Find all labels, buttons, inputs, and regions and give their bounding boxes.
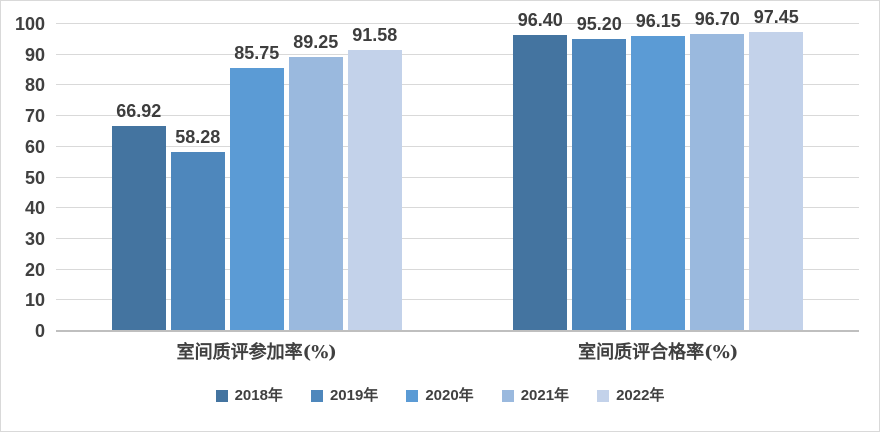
- bar: [749, 31, 804, 331]
- y-axis-tick: 10: [24, 290, 45, 311]
- gridline: [56, 145, 859, 147]
- y-axis-tick: 60: [24, 136, 45, 157]
- gridline: [56, 207, 859, 209]
- bar-value-label: 91.58: [352, 24, 398, 45]
- bar: [347, 49, 402, 331]
- gridline: [56, 23, 859, 24]
- y-axis-tick: 90: [24, 44, 45, 65]
- bar: [111, 125, 166, 331]
- legend-label: 2021年: [520, 387, 570, 404]
- bar-value-label: 89.25: [293, 32, 339, 53]
- legend-label: 2018年: [234, 387, 283, 404]
- bar: [288, 57, 343, 331]
- bar-value-label: 96.70: [694, 9, 740, 30]
- gridline: [56, 268, 859, 270]
- gridline: [56, 237, 859, 239]
- legend-item: 2021年: [501, 387, 570, 404]
- bar-value-label: 58.28: [175, 127, 221, 148]
- gridline: [56, 299, 859, 301]
- bar-groups: 66.92 58.28 85.75 89.25 91.58 96.40 95.20 96.15…: [56, 7, 860, 331]
- bar-wrap: 58.28: [170, 127, 225, 331]
- bar-value-label: 97.45: [753, 6, 799, 27]
- y-axis: 0 10 20 30 40 50 60 70 80 90 100: [1, 15, 47, 340]
- legend-marker-icon: [215, 389, 228, 402]
- bar-value-label: 85.75: [234, 42, 280, 63]
- legend-item: 2019年: [310, 387, 379, 404]
- bar-value-label: 96.15: [635, 10, 681, 31]
- y-axis-tick: 70: [24, 106, 45, 127]
- y-axis-tick: 80: [24, 75, 45, 96]
- x-axis-line: [56, 330, 859, 332]
- bar: [631, 35, 686, 331]
- category-label-pass: 室间质评合格率(%): [578, 342, 739, 363]
- bar-value-label: 96.40: [517, 10, 563, 31]
- bar-value-label: 95.20: [576, 13, 622, 34]
- bar-group: 96.40 95.20 96.15 96.70 97.45: [458, 7, 860, 331]
- bar: [229, 67, 284, 331]
- legend-label: 2019年: [329, 387, 379, 404]
- bar: [513, 35, 568, 331]
- gridline: [56, 115, 859, 117]
- bar-wrap: 96.40: [513, 10, 568, 331]
- legend-marker-icon: [310, 389, 323, 402]
- y-axis-tick: 100: [14, 14, 45, 34]
- plot-area: 66.92 58.28 85.75 89.25 91.58 96.40 95.20 96.15…: [56, 7, 860, 332]
- legend-item: 2018年: [215, 387, 283, 404]
- y-axis-tick: 20: [24, 259, 45, 280]
- bar-wrap: 66.92: [111, 101, 166, 331]
- bar-wrap: 96.70: [690, 9, 745, 331]
- bar-group: 66.92 58.28 85.75 89.25 91.58: [56, 24, 458, 331]
- gridline: [56, 176, 859, 178]
- y-axis-tick: 40: [24, 198, 45, 219]
- bar-value-label: 66.92: [116, 100, 162, 121]
- legend-label: 2020年: [425, 387, 474, 404]
- legend-marker-icon: [597, 389, 610, 402]
- legend-item: 2020年: [406, 387, 474, 404]
- gridline: [56, 53, 859, 55]
- legend-label: 2022年: [616, 387, 665, 404]
- legend-item: 2022年: [597, 388, 664, 403]
- legend-marker-icon: [501, 389, 514, 402]
- y-axis-tick: 30: [24, 228, 45, 249]
- bar-wrap: 89.25: [288, 32, 343, 331]
- category-label-participation: 室间质评参加率(%): [176, 342, 337, 363]
- legend: 2018年 2019年 2020年 2021年 2022年: [1, 388, 879, 403]
- bar-wrap: 95.20: [572, 14, 627, 331]
- bar: [690, 34, 745, 331]
- bar-wrap: 91.58: [347, 25, 402, 331]
- legend-marker-icon: [406, 389, 419, 402]
- bar-wrap: 96.15: [631, 11, 686, 331]
- bar-wrap: 85.75: [229, 43, 284, 331]
- bar-wrap: 97.45: [749, 7, 804, 331]
- category-axis: 室间质评参加率(%) 室间质评合格率(%): [56, 341, 859, 364]
- bar: [572, 38, 627, 331]
- gridline: [56, 84, 859, 86]
- y-axis-tick: 50: [24, 167, 45, 188]
- y-axis-tick: 0: [34, 321, 45, 341]
- bar: [170, 152, 225, 331]
